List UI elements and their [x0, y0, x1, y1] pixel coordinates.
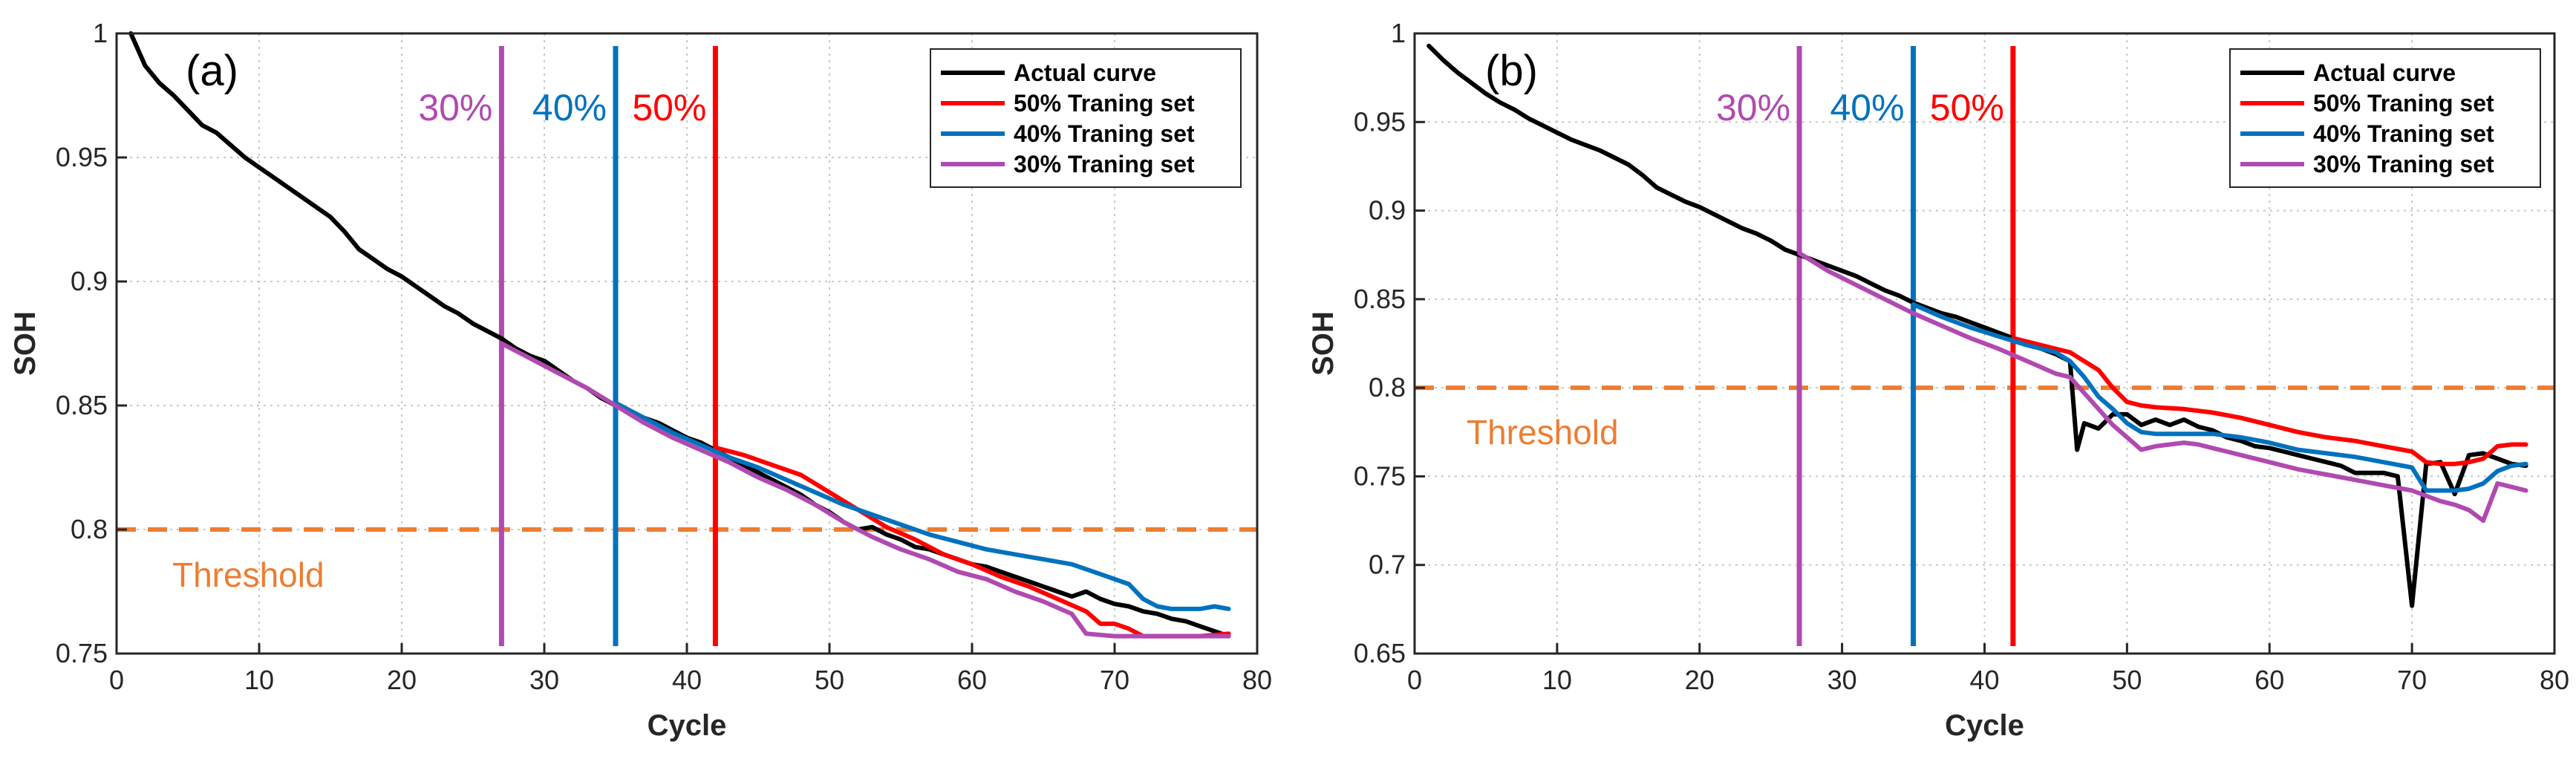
legend-entry: 30% Traning set [2313, 151, 2494, 177]
y-tick-label: 0.95 [1354, 106, 1406, 137]
y-tick-label: 1 [93, 18, 108, 48]
x-tick-label: 70 [1100, 665, 1129, 695]
split-marker-label: 50% [632, 87, 706, 128]
y-tick-label: 0.85 [56, 390, 108, 420]
x-tick-label: 30 [529, 665, 559, 695]
series-line [1426, 43, 2528, 608]
x-axis-label: Cycle [648, 709, 727, 742]
legend-entry: 40% Traning set [1014, 120, 1195, 147]
y-tick-label: 0.7 [1369, 550, 1406, 580]
threshold-label: Threshold [1467, 413, 1619, 452]
panel-label: (b) [1485, 47, 1538, 95]
split-marker-label: 30% [418, 87, 492, 128]
x-tick-label: 0 [109, 665, 124, 695]
x-tick-label: 40 [1969, 665, 1999, 695]
x-tick-label: 0 [1407, 665, 1422, 695]
legend-entry: 30% Traning set [1014, 151, 1195, 177]
legend-entry: Actual curve [2313, 59, 2456, 86]
chart-panel-b: Threshold 30% 40% 50% 0 10 20 30 40 50 60 70 80 0.65 0… [1307, 18, 2569, 742]
x-tick-label: 20 [1685, 665, 1715, 695]
panel-label: (a) [186, 47, 238, 95]
x-tick-label: 10 [1542, 665, 1572, 695]
x-tick-label: 40 [672, 665, 702, 695]
legend-entry: 40% Traning set [2313, 120, 2494, 147]
y-tick-label: 0.65 [1354, 638, 1406, 668]
y-tick-label: 0.9 [71, 266, 108, 296]
series-line [613, 400, 1231, 611]
x-tick-label: 30 [1827, 665, 1857, 695]
legend: Actual curve 50% Traning set 40% Traning s… [930, 48, 1242, 188]
split-marker-label: 30% [1716, 87, 1790, 128]
x-tick-label: 80 [1242, 665, 1272, 695]
x-axis-label: Cycle [1945, 709, 2024, 742]
y-tick-label: 1 [1391, 18, 1406, 48]
series-line [713, 445, 1231, 639]
legend-entry: 50% Traning set [1014, 90, 1195, 117]
series-line [1797, 250, 2528, 524]
x-tick-label: 60 [957, 665, 987, 695]
y-tick-label: 0.95 [56, 142, 108, 172]
legend-entry: Actual curve [1014, 59, 1156, 86]
y-axis-label: SOH [1307, 311, 1340, 376]
x-tick-label: 50 [815, 665, 844, 695]
y-tick-label: 0.8 [1369, 372, 1406, 403]
legend-entry: 50% Traning set [2313, 90, 2494, 117]
y-axis-label: SOH [9, 311, 42, 376]
y-tick-label: 0.75 [56, 638, 108, 668]
split-marker-label: 50% [1930, 87, 2004, 128]
x-tick-label: 10 [244, 665, 274, 695]
x-tick-label: 80 [2540, 665, 2569, 695]
split-marker-label: 40% [532, 87, 607, 128]
x-tick-label: 60 [2254, 665, 2284, 695]
x-tick-label: 50 [2112, 665, 2142, 695]
split-marker-label: 40% [1830, 87, 1904, 128]
x-tick-label: 20 [387, 665, 417, 695]
series-line [2010, 336, 2528, 466]
series-line [1911, 302, 2528, 493]
legend: Actual curve 50% Traning set 40% Traning s… [2229, 48, 2541, 188]
y-tick-label: 0.9 [1369, 195, 1406, 226]
y-tick-label: 0.8 [71, 514, 108, 544]
threshold-label: Threshold [172, 556, 325, 594]
y-tick-label: 0.75 [1354, 460, 1406, 491]
x-tick-label: 70 [2397, 665, 2427, 695]
series-line [499, 341, 1231, 639]
y-tick-label: 0.85 [1354, 284, 1406, 314]
chart-panel-a: Threshold 30% 40% 50% 0 10 20 30 40 50 60 70 80 0.75 0… [9, 18, 1272, 742]
